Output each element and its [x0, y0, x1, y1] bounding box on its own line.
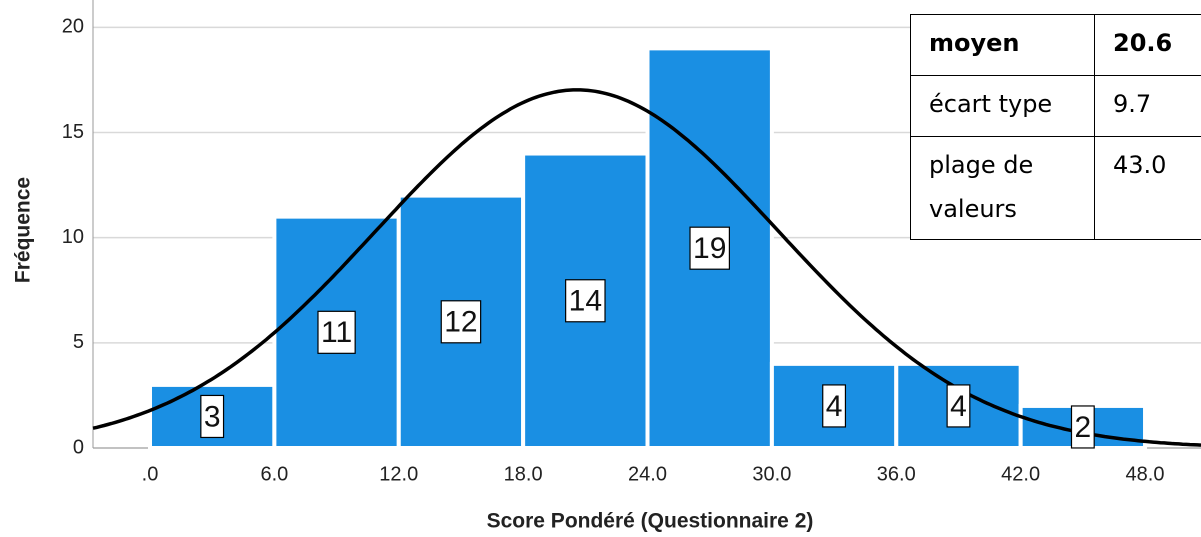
- stats-value: 9.7: [1094, 75, 1201, 137]
- data-label: 19: [693, 232, 726, 265]
- x-tick-label: 30.0: [752, 463, 791, 485]
- data-label: 2: [1074, 411, 1091, 444]
- data-label-group: 2: [1070, 405, 1095, 449]
- stats-row: écart type 9.7: [910, 75, 1201, 137]
- data-label: 14: [569, 285, 602, 318]
- y-tick-label: 5: [73, 331, 84, 353]
- data-label-box: [822, 384, 847, 428]
- data-label: 4: [950, 390, 967, 423]
- data-label-box: [440, 300, 482, 344]
- x-tick-label: .0: [142, 463, 159, 485]
- stats-row: moyen 20.6: [910, 14, 1201, 76]
- stats-label: moyen: [910, 14, 1095, 76]
- data-label-group: 12: [440, 300, 482, 344]
- data-label-group: 4: [822, 384, 847, 428]
- y-tick-label: 10: [62, 226, 84, 248]
- data-label-group: 11: [317, 310, 356, 354]
- data-label-box: [1070, 405, 1095, 449]
- x-tick-label: 24.0: [628, 463, 667, 485]
- data-label-group: 19: [689, 226, 730, 270]
- data-label-box: [200, 394, 225, 439]
- data-label: 12: [444, 306, 477, 339]
- data-label-box: [946, 384, 971, 428]
- data-label: 4: [826, 390, 843, 423]
- x-tick-label: 48.0: [1126, 463, 1165, 485]
- normal-curve: [92, 88, 1201, 447]
- data-label-group: 4: [946, 384, 971, 428]
- x-tick-label: 6.0: [260, 463, 288, 485]
- x-tick-label: 42.0: [1001, 463, 1040, 485]
- data-label-box: [689, 226, 730, 270]
- stats-table: moyen 20.6 écart type 9.7 plage de valeurs 43…: [910, 14, 1201, 240]
- data-label-box: [565, 279, 606, 323]
- data-label-group: 14: [565, 279, 606, 323]
- stats-label: plage de valeurs: [910, 136, 1095, 240]
- y-axis-title: Fréquence: [12, 177, 35, 283]
- y-tick-label: 0: [73, 436, 84, 458]
- y-tick-label: 15: [62, 121, 84, 143]
- stats-value: 20.6: [1094, 14, 1201, 76]
- stats-value: 43.0: [1094, 136, 1201, 240]
- x-axis-title: Score Pondéré (Questionnaire 2): [487, 510, 814, 533]
- stats-label: écart type: [910, 75, 1095, 137]
- x-tick-label: 36.0: [877, 463, 916, 485]
- data-label: 3: [204, 400, 221, 433]
- data-label: 11: [321, 316, 352, 349]
- x-tick-label: 18.0: [504, 463, 543, 485]
- data-label-box: [317, 310, 356, 354]
- data-label-group: 3: [200, 394, 225, 439]
- bar: [894, 361, 1023, 450]
- x-tick-label: 12.0: [379, 463, 418, 485]
- y-tick-label: 20: [62, 16, 84, 38]
- stats-row: plage de valeurs 43.0: [910, 136, 1201, 240]
